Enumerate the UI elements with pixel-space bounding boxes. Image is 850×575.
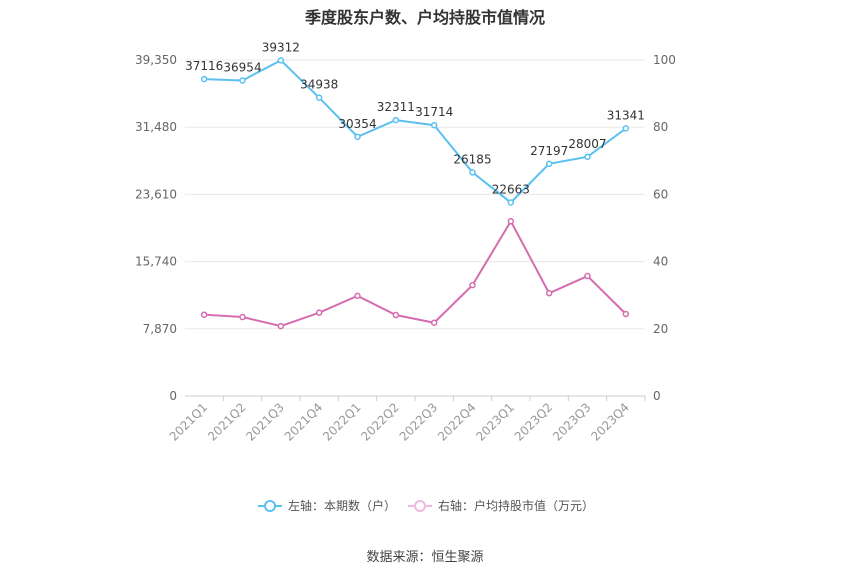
series-line-households bbox=[204, 59, 627, 204]
series-line-market-value bbox=[204, 219, 627, 328]
right-axis-tick-label: 100 bbox=[653, 53, 676, 67]
right-axis-tick-label: 40 bbox=[653, 255, 668, 269]
x-axis-tick-label: 2021Q3 bbox=[243, 400, 287, 444]
x-axis-tick-label: 2023Q3 bbox=[550, 400, 594, 444]
data-point bbox=[545, 160, 553, 168]
legend-item-market-value[interactable]: 右轴：户均持股市值（万元） bbox=[408, 497, 594, 514]
data-point bbox=[622, 310, 630, 318]
data-point bbox=[277, 322, 285, 330]
left-axis-tick-label: 31,480 bbox=[135, 120, 177, 134]
legend-marker-households bbox=[258, 499, 282, 512]
x-axis-tick-label: 2022Q1 bbox=[320, 400, 364, 444]
data-label: 37116 bbox=[185, 59, 223, 73]
data-label: 32311 bbox=[377, 100, 415, 114]
left-axis-tick-label: 23,610 bbox=[135, 187, 177, 201]
data-source-note: 数据来源：恒生聚源 bbox=[366, 550, 484, 565]
left-axis-tick-label: 7,870 bbox=[143, 322, 177, 336]
data-point bbox=[315, 94, 323, 101]
data-label: 28007 bbox=[568, 137, 606, 151]
data-point bbox=[200, 311, 208, 318]
data-point bbox=[545, 289, 553, 297]
data-label: 31341 bbox=[607, 108, 645, 122]
data-point bbox=[239, 77, 246, 84]
data-label: 30354 bbox=[338, 117, 376, 131]
x-axis-tick-label: 2023Q4 bbox=[588, 400, 632, 444]
left-axis-tick-label: 15,740 bbox=[135, 255, 177, 269]
legend-label-households: 左轴：本期数（户） bbox=[288, 499, 397, 513]
data-point bbox=[584, 272, 591, 280]
data-point bbox=[239, 313, 246, 321]
data-point bbox=[507, 218, 515, 225]
data-point bbox=[469, 169, 476, 176]
x-axis-tick-label: 2021Q2 bbox=[205, 400, 249, 444]
data-point bbox=[584, 153, 591, 161]
data-point bbox=[392, 311, 400, 319]
data-point bbox=[469, 281, 476, 289]
data-point bbox=[200, 75, 208, 83]
chart-title: 季度股东户数、户均持股市值情况 bbox=[304, 8, 545, 27]
data-point bbox=[430, 319, 438, 327]
data-label: 34938 bbox=[300, 78, 338, 92]
right-axis-tick-label: 20 bbox=[653, 322, 668, 336]
right-axis-tick-label: 60 bbox=[653, 187, 668, 201]
data-label: 31714 bbox=[415, 105, 453, 119]
x-axis-tick-label: 2021Q1 bbox=[167, 400, 211, 444]
legend-label-market-value: 右轴：户均持股市值（万元） bbox=[438, 499, 595, 513]
data-point bbox=[507, 199, 515, 206]
x-axis-tick-label: 2023Q2 bbox=[512, 400, 556, 444]
data-label: 27197 bbox=[530, 144, 568, 158]
left-axis-tick-label: 0 bbox=[169, 389, 177, 403]
data-point bbox=[315, 309, 323, 316]
data-point bbox=[354, 292, 361, 300]
data-point bbox=[430, 121, 438, 129]
data-point bbox=[622, 125, 630, 132]
data-label: 22663 bbox=[492, 182, 530, 196]
legend-marker-market-value bbox=[408, 499, 432, 512]
x-axis-tick-label: 2022Q2 bbox=[358, 400, 402, 444]
x-axis-tick-label: 2022Q4 bbox=[435, 400, 479, 444]
right-axis-tick-label: 80 bbox=[653, 120, 668, 134]
left-axis-tick-label: 39,350 bbox=[135, 53, 177, 67]
x-axis-tick-label: 2023Q1 bbox=[473, 400, 517, 444]
data-point bbox=[354, 133, 361, 141]
data-label: 36954 bbox=[223, 60, 261, 74]
x-axis-tick-label: 2021Q4 bbox=[282, 400, 326, 444]
right-axis-tick-label: 0 bbox=[653, 389, 661, 403]
data-label: 39312 bbox=[262, 40, 300, 54]
data-point bbox=[277, 57, 285, 64]
legend-item-households[interactable]: 左轴：本期数（户） bbox=[258, 497, 396, 514]
x-axis-tick-label: 2022Q3 bbox=[397, 400, 441, 444]
data-label: 26185 bbox=[453, 152, 491, 166]
data-point bbox=[392, 116, 400, 124]
